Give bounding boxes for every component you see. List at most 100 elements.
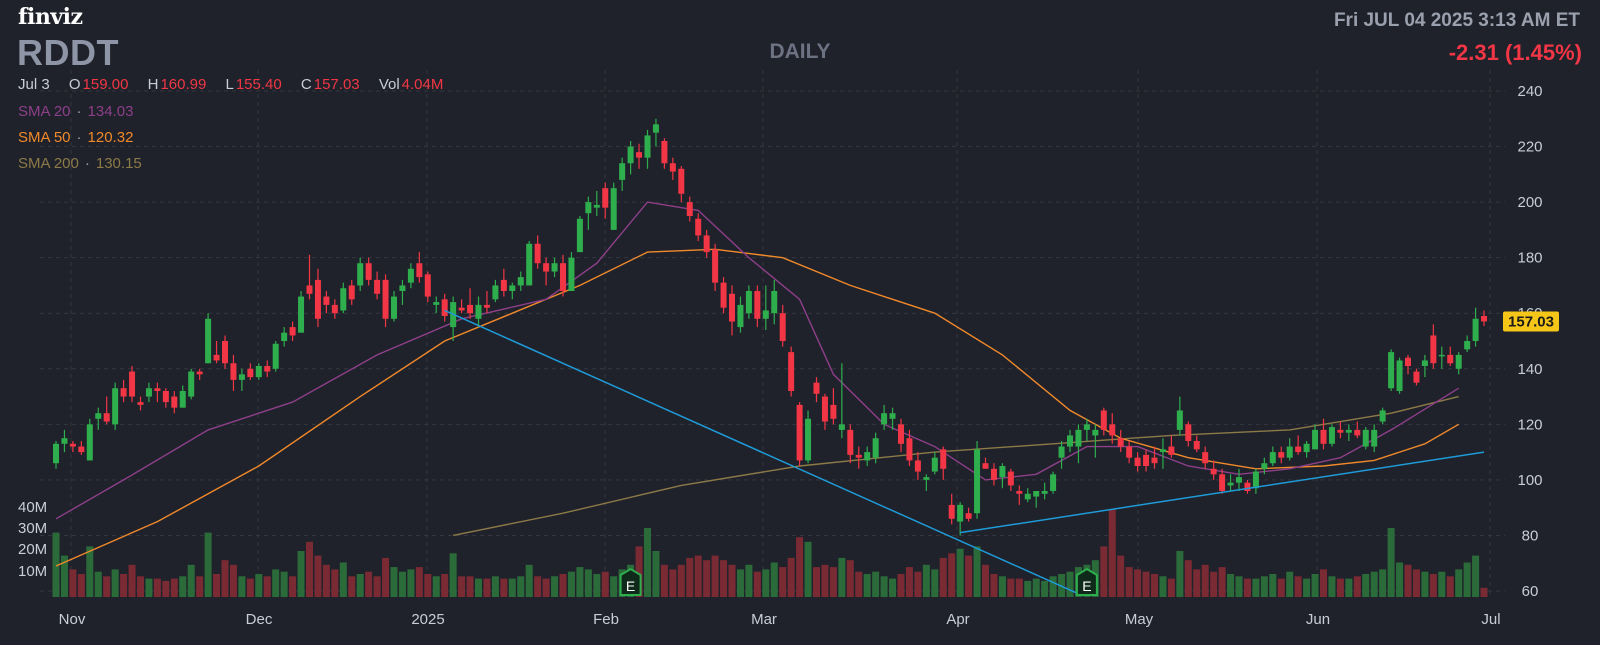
volume-bar xyxy=(1353,576,1361,597)
candle-body xyxy=(1083,424,1090,430)
price-tick-label: 180 xyxy=(1517,250,1542,267)
candle-body xyxy=(1024,493,1031,500)
volume-bar xyxy=(441,574,449,597)
candle-body xyxy=(1126,446,1133,458)
sma20-legend[interactable]: SMA 20 · 134.03 xyxy=(18,103,134,120)
volume-bar xyxy=(170,578,178,597)
price-tick-label: 120 xyxy=(1517,416,1542,433)
volume-bar xyxy=(60,555,68,597)
candle-body xyxy=(1134,457,1141,466)
candle-body xyxy=(830,404,837,419)
volume-bar xyxy=(965,555,973,597)
x-tick-label: Jun xyxy=(1306,611,1330,628)
candle-body xyxy=(898,424,904,444)
open-value: 159.00 xyxy=(82,76,129,93)
candle-body xyxy=(762,310,769,319)
volume-bar xyxy=(669,569,677,597)
volume-bar xyxy=(551,576,559,597)
candle-body xyxy=(1371,429,1378,447)
candle-body xyxy=(534,243,541,264)
volume-bar xyxy=(711,555,719,597)
sma200-value: 130.15 xyxy=(95,155,142,172)
volume-bar xyxy=(449,553,457,597)
volume-bar xyxy=(1142,571,1150,597)
open-label: O xyxy=(68,76,81,93)
candle-body xyxy=(1421,360,1428,366)
volume-bar xyxy=(398,571,406,597)
volume-bar xyxy=(787,557,795,597)
volume-bar xyxy=(1404,564,1412,597)
volume-bar xyxy=(1108,509,1116,597)
volume-bar xyxy=(880,576,888,597)
candle-body xyxy=(1007,471,1014,486)
volume-bar xyxy=(567,571,575,597)
volume-bar xyxy=(635,546,643,597)
volume-bar xyxy=(1024,580,1032,597)
volume-bar xyxy=(897,574,905,597)
volume-bar xyxy=(652,551,660,597)
volume-bar xyxy=(1277,578,1285,597)
candle-body xyxy=(1320,429,1327,444)
candle-body xyxy=(1345,429,1352,433)
trendline xyxy=(444,309,1079,595)
candle-body xyxy=(931,457,938,472)
sma50-legend[interactable]: SMA 50 · 120.32 xyxy=(18,129,134,146)
volume-bar xyxy=(1286,571,1294,597)
candle-body xyxy=(53,443,59,464)
earnings-label: E xyxy=(1082,578,1091,594)
candle-body xyxy=(821,396,828,422)
volume-bar xyxy=(382,557,390,597)
close-label: C xyxy=(300,76,312,93)
volume-bar xyxy=(1134,569,1142,597)
candle-body xyxy=(1430,335,1437,364)
candle-body xyxy=(974,449,981,514)
volume-bar xyxy=(238,576,246,597)
candle-body xyxy=(255,366,262,378)
candle-body xyxy=(1269,452,1276,464)
volume-bar xyxy=(145,578,153,597)
volume-bar xyxy=(982,564,989,597)
volume-bar xyxy=(1480,587,1488,597)
candle-body xyxy=(492,285,499,300)
candle-body xyxy=(1117,438,1124,447)
volume-bar xyxy=(111,569,119,597)
candle-body xyxy=(517,277,524,286)
candle-body xyxy=(1472,318,1479,341)
volume-bar xyxy=(703,560,711,597)
finviz-logo[interactable]: finviz xyxy=(18,4,83,30)
sma50-label: SMA 50 xyxy=(18,129,71,146)
volume-bar xyxy=(339,562,347,597)
candle-body xyxy=(661,141,668,164)
candle-body xyxy=(627,146,634,164)
volume-bar xyxy=(1429,574,1437,597)
candle-body xyxy=(407,268,414,283)
ticker-symbol: RDDT xyxy=(17,32,119,73)
candle-body xyxy=(1244,482,1251,491)
volume-bar xyxy=(846,560,854,597)
volume-bar xyxy=(956,548,964,597)
candle-body xyxy=(399,285,406,291)
candle-body xyxy=(289,327,296,336)
candle-body xyxy=(779,313,786,341)
volume-bar xyxy=(1159,576,1167,597)
volume-bar xyxy=(1252,578,1260,597)
candle-body xyxy=(1405,357,1411,366)
candle-body xyxy=(999,466,1006,478)
candle-body xyxy=(1092,429,1099,436)
volume-bar xyxy=(314,555,322,597)
volume-bar xyxy=(914,571,922,597)
timeframe-label: DAILY xyxy=(769,40,831,63)
volume-bar xyxy=(52,532,60,597)
sma200-legend[interactable]: SMA 200 · 130.15 xyxy=(18,155,142,172)
candle-body xyxy=(1362,429,1369,447)
candle-body xyxy=(678,168,685,194)
volume-bar xyxy=(179,576,187,597)
candle-body xyxy=(695,218,702,236)
candle-body xyxy=(272,343,279,369)
candle-body xyxy=(441,299,448,316)
candle-body xyxy=(1109,424,1116,436)
candle-body xyxy=(1447,354,1454,364)
candle-body xyxy=(348,285,355,300)
candle-body xyxy=(281,332,288,341)
